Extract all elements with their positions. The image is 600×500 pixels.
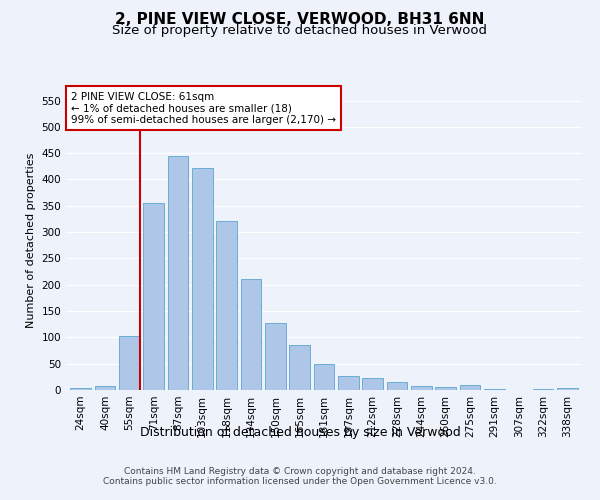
Bar bbox=[192, 168, 212, 390]
Bar bbox=[70, 388, 91, 390]
Bar bbox=[265, 323, 286, 390]
Text: 2 PINE VIEW CLOSE: 61sqm
← 1% of detached houses are smaller (18)
99% of semi-de: 2 PINE VIEW CLOSE: 61sqm ← 1% of detache… bbox=[71, 92, 336, 124]
Bar bbox=[386, 382, 407, 390]
Bar bbox=[484, 389, 505, 390]
Bar bbox=[557, 388, 578, 390]
Bar bbox=[411, 386, 432, 390]
Bar bbox=[119, 336, 140, 390]
Text: Distribution of detached houses by size in Verwood: Distribution of detached houses by size … bbox=[140, 426, 460, 439]
Text: 2, PINE VIEW CLOSE, VERWOOD, BH31 6NN: 2, PINE VIEW CLOSE, VERWOOD, BH31 6NN bbox=[115, 12, 485, 28]
Bar bbox=[314, 364, 334, 390]
Bar bbox=[460, 384, 481, 390]
Bar bbox=[216, 220, 237, 390]
Text: Size of property relative to detached houses in Verwood: Size of property relative to detached ho… bbox=[113, 24, 487, 37]
Y-axis label: Number of detached properties: Number of detached properties bbox=[26, 152, 36, 328]
Bar bbox=[143, 203, 164, 390]
Bar bbox=[436, 388, 456, 390]
Bar bbox=[241, 280, 262, 390]
Bar bbox=[338, 376, 359, 390]
Bar bbox=[167, 156, 188, 390]
Text: Contains HM Land Registry data © Crown copyright and database right 2024.: Contains HM Land Registry data © Crown c… bbox=[124, 467, 476, 476]
Bar bbox=[95, 386, 115, 390]
Bar bbox=[533, 389, 553, 390]
Bar bbox=[362, 378, 383, 390]
Bar bbox=[289, 344, 310, 390]
Text: Contains public sector information licensed under the Open Government Licence v3: Contains public sector information licen… bbox=[103, 477, 497, 486]
